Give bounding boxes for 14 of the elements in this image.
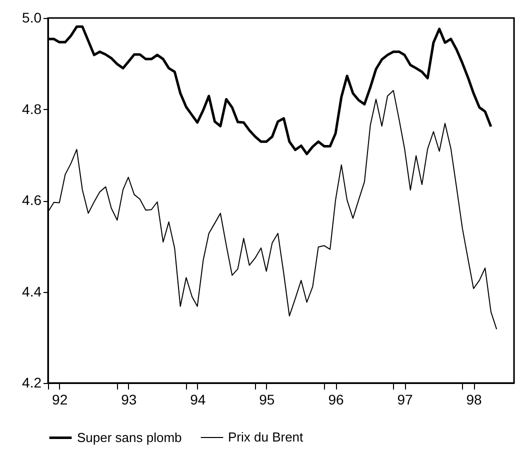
x-tick-label: 98 — [466, 392, 482, 408]
x-tick-label: 97 — [397, 392, 414, 408]
y-tick-label: 4.8 — [22, 100, 42, 117]
legend-label: Prix du Brent — [228, 430, 304, 444]
y-tick-label: 4.2 — [22, 374, 42, 390]
y-tick-label: 4.6 — [22, 192, 42, 208]
x-tick-label: 94 — [190, 392, 206, 408]
x-tick-label: 92 — [52, 392, 68, 408]
x-tick-label: 95 — [259, 392, 275, 408]
legend-label: Super sans plomb — [77, 430, 182, 445]
x-tick-label: 93 — [121, 392, 137, 408]
y-tick-label: 4.4 — [22, 283, 42, 300]
x-tick-label: 96 — [328, 392, 344, 408]
y-tick-label: 5.0 — [22, 10, 42, 26]
